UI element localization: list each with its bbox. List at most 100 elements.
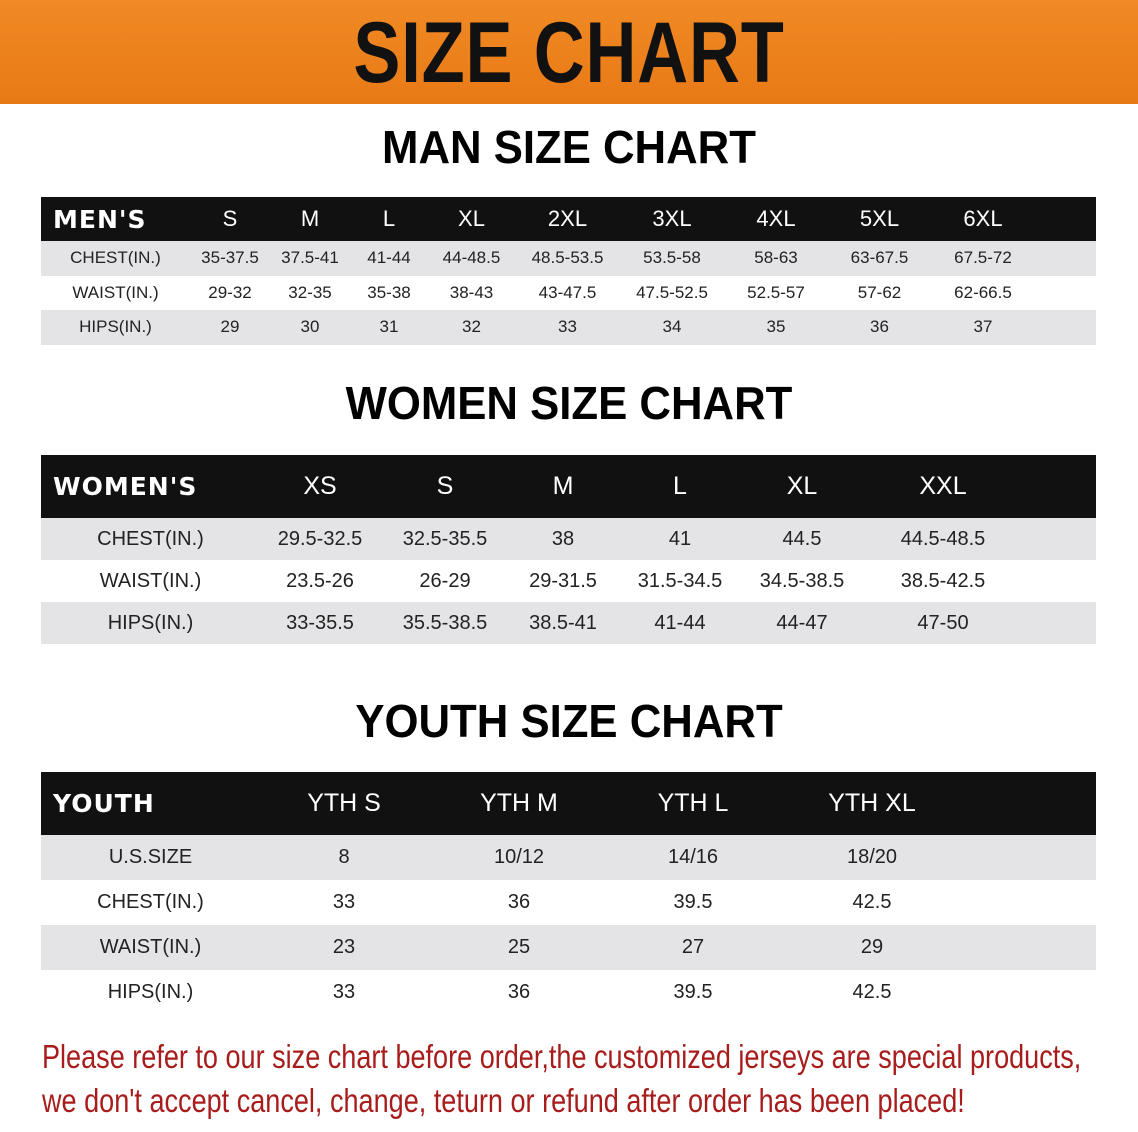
size-header-cell: 6XL [963, 206, 1003, 231]
measurement-cell: 23 [332, 936, 356, 958]
measurement-cell: 35 [766, 317, 786, 337]
table-row: U.S.SIZE 8 10/12 14/16 18/20 [41, 835, 1096, 880]
banner-title: SIZE CHART [353, 5, 785, 101]
measurement-cell: 25 [507, 936, 531, 958]
row-label: WAIST(IN.) [99, 936, 202, 958]
size-header-cell: XL [786, 472, 818, 500]
measurement-cell: 52.5-57 [747, 282, 805, 302]
row-label: HIPS(IN.) [79, 317, 152, 337]
measurement-cell: 63-67.5 [850, 248, 909, 268]
measurement-cell: 18/20 [846, 846, 898, 868]
measurement-cell: 23.5-26 [286, 569, 354, 592]
measurement-cell: 30 [300, 317, 320, 337]
measurement-cell: 44-47 [776, 611, 828, 634]
table-row: CHEST(IN.) 35-37.5 37.5-41 41-44 44-48.5 48.5… [41, 241, 1096, 276]
row-label: CHEST(IN.) [97, 527, 204, 550]
measurement-cell: 33-35.5 [286, 611, 354, 634]
row-label: HIPS(IN.) [107, 611, 194, 634]
size-header-cell: XL [458, 206, 485, 231]
table-row: CHEST(IN.) 33 36 39.5 42.5 [41, 880, 1096, 925]
notice-line-2: we don't accept cancel, change, teturn o… [42, 1082, 965, 1119]
measurement-cell: 67.5-72 [954, 248, 1012, 268]
size-header-cell: L [382, 206, 396, 231]
table-category-label: WOMEN'S [53, 472, 198, 501]
measurement-cell: 47.5-52.5 [636, 282, 708, 302]
measurement-cell: 42.5 [852, 981, 892, 1003]
measurement-cell: 29-31.5 [529, 569, 597, 592]
measurement-cell: 39.5 [673, 981, 713, 1003]
size-header-cell: S [222, 206, 238, 231]
measurement-cell: 41 [668, 527, 692, 550]
measurement-cell: 38.5-41 [529, 611, 597, 634]
measurement-cell: 41-44 [654, 611, 706, 634]
size-header-cell: 4XL [756, 206, 796, 231]
table-row: WAIST(IN.) 23.5-26 26-29 29-31.5 31.5-34.5 34… [41, 560, 1096, 602]
table-row: HIPS(IN.) 33-35.5 35.5-38.5 38.5-41 41-44 44-… [41, 602, 1096, 644]
row-label: WAIST(IN.) [72, 282, 159, 302]
size-header-cell: XS [303, 472, 337, 500]
youth-section-title: YOUTH SIZE CHART [355, 695, 783, 747]
measurement-cell: 47-50 [917, 611, 969, 634]
measurement-cell: 32.5-35.5 [402, 527, 488, 550]
table-row: WAIST(IN.) 29-32 32-35 35-38 38-43 43-47.5 47.… [41, 275, 1096, 310]
size-header-cell: L [673, 472, 687, 500]
measurement-cell: 53.5-58 [643, 248, 701, 268]
measurement-cell: 29.5-32.5 [277, 527, 363, 550]
measurement-cell: 58-63 [754, 248, 798, 268]
table-row: CHEST(IN.) 29.5-32.5 32.5-35.5 38 41 44.5 44.5… [41, 518, 1096, 560]
measurement-cell: 10/12 [493, 846, 545, 868]
table-category-label: YOUTH [53, 789, 155, 818]
measurement-cell: 35-37.5 [201, 248, 259, 268]
size-header-cell: YTH S [307, 789, 381, 817]
measurement-cell: 33 [558, 317, 577, 337]
table-header-row: YOUTH YTH S YTH M YTH L YTH XL [41, 772, 1096, 835]
table-row: WAIST(IN.) 23 25 27 29 [41, 925, 1096, 970]
notice-line-1: Please refer to our size chart before or… [42, 1038, 1082, 1075]
measurement-cell: 35-38 [367, 282, 411, 302]
table-header-row: MEN'S S M L XL 2XL 3XL 4XL 5XL 6XL [41, 197, 1096, 241]
table-row: HIPS(IN.) 33 36 39.5 42.5 [41, 970, 1096, 1015]
size-header-cell: S [436, 472, 454, 500]
measurement-cell: 39.5 [673, 891, 713, 913]
measurement-cell: 36 [507, 891, 531, 913]
measurement-cell: 38-43 [449, 282, 494, 302]
size-header-cell: M [300, 206, 320, 231]
table-row: HIPS(IN.) 29 30 31 32 33 34 35 36 37 [41, 310, 1096, 345]
measurement-cell: 29 [860, 936, 884, 958]
row-label: WAIST(IN.) [99, 569, 202, 592]
size-header-cell: XXL [919, 472, 967, 500]
measurement-cell: 31.5-34.5 [637, 569, 723, 592]
measurement-cell: 44.5-48.5 [900, 527, 986, 550]
size-header-cell: 5XL [859, 206, 900, 231]
measurement-cell: 37.5-41 [281, 248, 339, 268]
measurement-cell: 38.5-42.5 [900, 569, 986, 592]
banner: SIZE CHART [0, 0, 1138, 104]
row-label: CHEST(IN.) [97, 891, 204, 913]
youth-size-table: YOUTH YTH S YTH M YTH L YTH XL U.S.SIZE 8 10/12… [41, 772, 1096, 1015]
measurement-cell: 34.5-38.5 [759, 569, 845, 592]
measurement-cell: 29 [220, 317, 240, 337]
size-header-cell: YTH XL [828, 789, 916, 817]
measurement-cell: 29-32 [208, 282, 252, 302]
size-header-cell: M [552, 472, 574, 500]
measurement-cell: 48.5-53.5 [531, 248, 604, 268]
men-section-title: MAN SIZE CHART [382, 121, 756, 173]
table-category-label: MEN'S [53, 204, 147, 234]
men-size-table: MEN'S S M L XL 2XL 3XL 4XL 5XL 6XL CHEST(IN.) 35-37… [41, 197, 1096, 345]
size-header-cell: 2XL [547, 206, 588, 231]
measurement-cell: 57-62 [857, 282, 902, 302]
measurement-cell: 26-29 [419, 569, 471, 592]
measurement-cell: 32 [462, 317, 481, 337]
measurement-cell: 34 [662, 317, 682, 337]
row-label: U.S.SIZE [108, 846, 193, 868]
measurement-cell: 35.5-38.5 [402, 611, 488, 634]
size-header-cell: YTH L [657, 789, 729, 817]
measurement-cell: 31 [379, 317, 399, 337]
women-section-title: WOMEN SIZE CHART [345, 377, 793, 429]
table-header-row: WOMEN'S XS S M L XL XXL [41, 455, 1096, 518]
measurement-cell: 42.5 [852, 891, 892, 913]
row-label: HIPS(IN.) [107, 981, 194, 1003]
measurement-cell: 36 [507, 981, 531, 1003]
measurement-cell: 44.5 [782, 527, 822, 550]
row-label: CHEST(IN.) [70, 248, 161, 268]
